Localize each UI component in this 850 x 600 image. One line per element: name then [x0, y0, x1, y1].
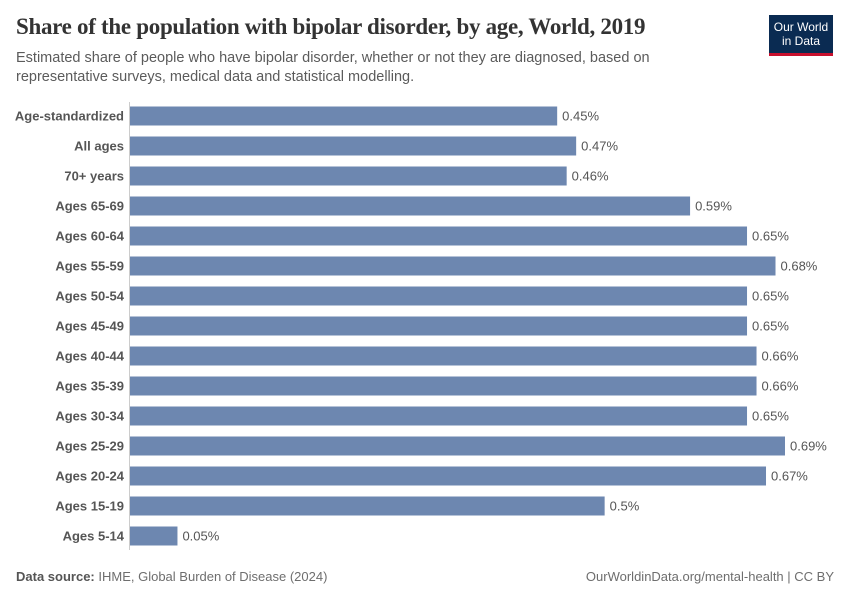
value-label: 0.68% [781, 259, 818, 274]
category-label: Ages 25-29 [55, 439, 124, 454]
bar[interactable] [130, 166, 567, 186]
value-label: 0.59% [695, 199, 732, 214]
value-label: 0.67% [771, 469, 808, 484]
bar[interactable] [130, 136, 577, 156]
bar[interactable] [130, 196, 691, 216]
bar[interactable] [130, 226, 748, 246]
category-label: Ages 5-14 [63, 529, 125, 544]
chart-title: Share of the population with bipolar dis… [16, 14, 646, 39]
category-label: Ages 60-64 [55, 229, 124, 244]
value-label: 0.46% [572, 169, 609, 184]
category-label: Ages 20-24 [55, 469, 124, 484]
bar[interactable] [130, 436, 785, 456]
owid-logo[interactable]: Our World in Data [769, 15, 833, 56]
category-label: Ages 65-69 [55, 199, 124, 214]
bar[interactable] [130, 376, 757, 396]
value-label: 0.65% [752, 229, 789, 244]
category-label: Ages 40-44 [55, 349, 124, 364]
value-label: 0.47% [581, 139, 618, 154]
bar[interactable] [130, 406, 748, 426]
source-text[interactable]: IHME, Global Burden of Disease (2024) [98, 569, 328, 584]
bar[interactable] [130, 286, 748, 306]
value-label: 0.66% [762, 379, 799, 394]
bar[interactable] [130, 496, 605, 516]
bar[interactable] [130, 346, 757, 366]
bar[interactable] [130, 466, 767, 486]
bar[interactable] [130, 526, 178, 546]
data-source: Data source: IHME, Global Burden of Dise… [16, 569, 327, 584]
chart-subtitle: Estimated share of people who have bipol… [16, 50, 650, 85]
value-label: 0.45% [562, 109, 599, 124]
source-label: Data source: [16, 569, 95, 584]
bar[interactable] [130, 106, 558, 126]
value-label: 0.65% [752, 289, 789, 304]
category-label: Ages 55-59 [55, 259, 124, 274]
value-label: 0.05% [182, 529, 219, 544]
footer-url[interactable]: OurWorldinData.org/mental-health | CC BY [585, 569, 834, 584]
bar-chart: Age-standardized 0.45% All ages 0.47% 70+ ye… [15, 102, 827, 550]
category-label: Ages 35-39 [55, 379, 124, 394]
category-label: All ages [74, 139, 124, 154]
category-label: 70+ years [64, 169, 124, 184]
bar[interactable] [130, 256, 776, 276]
value-label: 0.66% [762, 349, 799, 364]
value-label: 0.65% [752, 319, 789, 334]
bar[interactable] [130, 316, 748, 336]
category-label: Ages 15-19 [55, 499, 124, 514]
value-label: 0.69% [790, 439, 827, 454]
category-label: Age-standardized [15, 109, 124, 124]
category-label: Ages 30-34 [55, 409, 124, 424]
category-label: Ages 50-54 [55, 289, 124, 304]
value-label: 0.5% [610, 499, 640, 514]
category-label: Ages 45-49 [55, 319, 124, 334]
value-label: 0.65% [752, 409, 789, 424]
